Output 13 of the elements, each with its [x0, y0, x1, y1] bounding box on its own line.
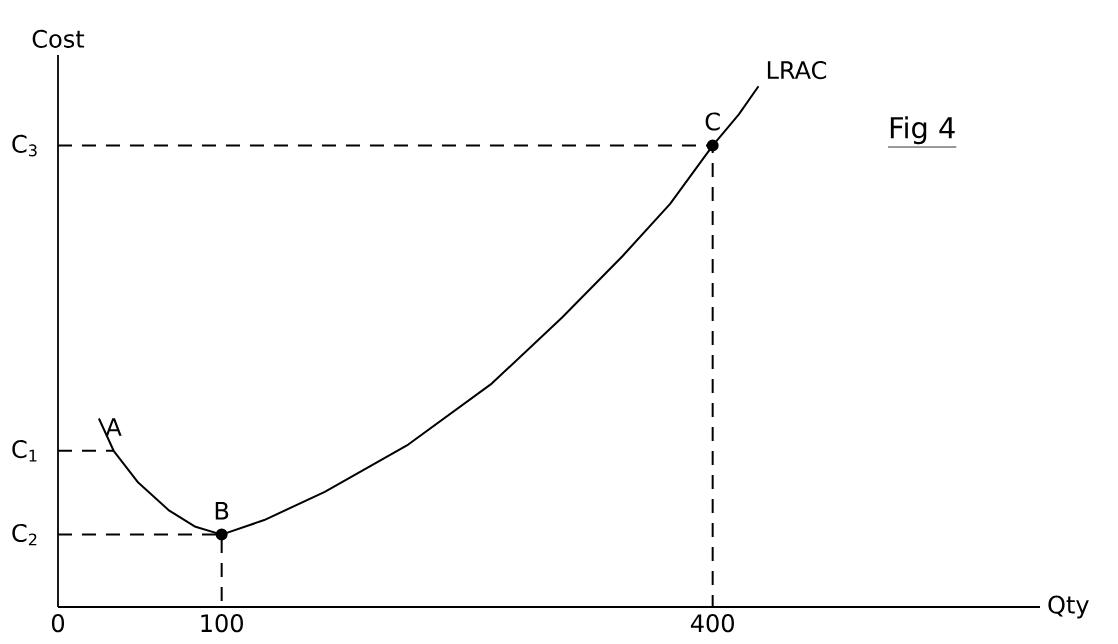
- annotation: B: [215, 502, 229, 520]
- annotation: C$_{3}$: [12, 134, 37, 157]
- annotation: C: [705, 112, 720, 131]
- x-tick-label: 0: [51, 614, 65, 633]
- x-tick-label: 400: [690, 614, 734, 633]
- annotation: C$_{2}$: [12, 523, 37, 546]
- series-label: LRAC: [767, 61, 827, 80]
- annotation: A: [105, 418, 122, 436]
- x-tick-label: 100: [201, 614, 243, 633]
- x-axis-title: Qty: [1048, 595, 1089, 619]
- y-axis-title: Cost: [32, 29, 85, 48]
- annotation: Fig 4: [890, 116, 955, 145]
- annotation: C$_{1}$: [12, 440, 37, 462]
